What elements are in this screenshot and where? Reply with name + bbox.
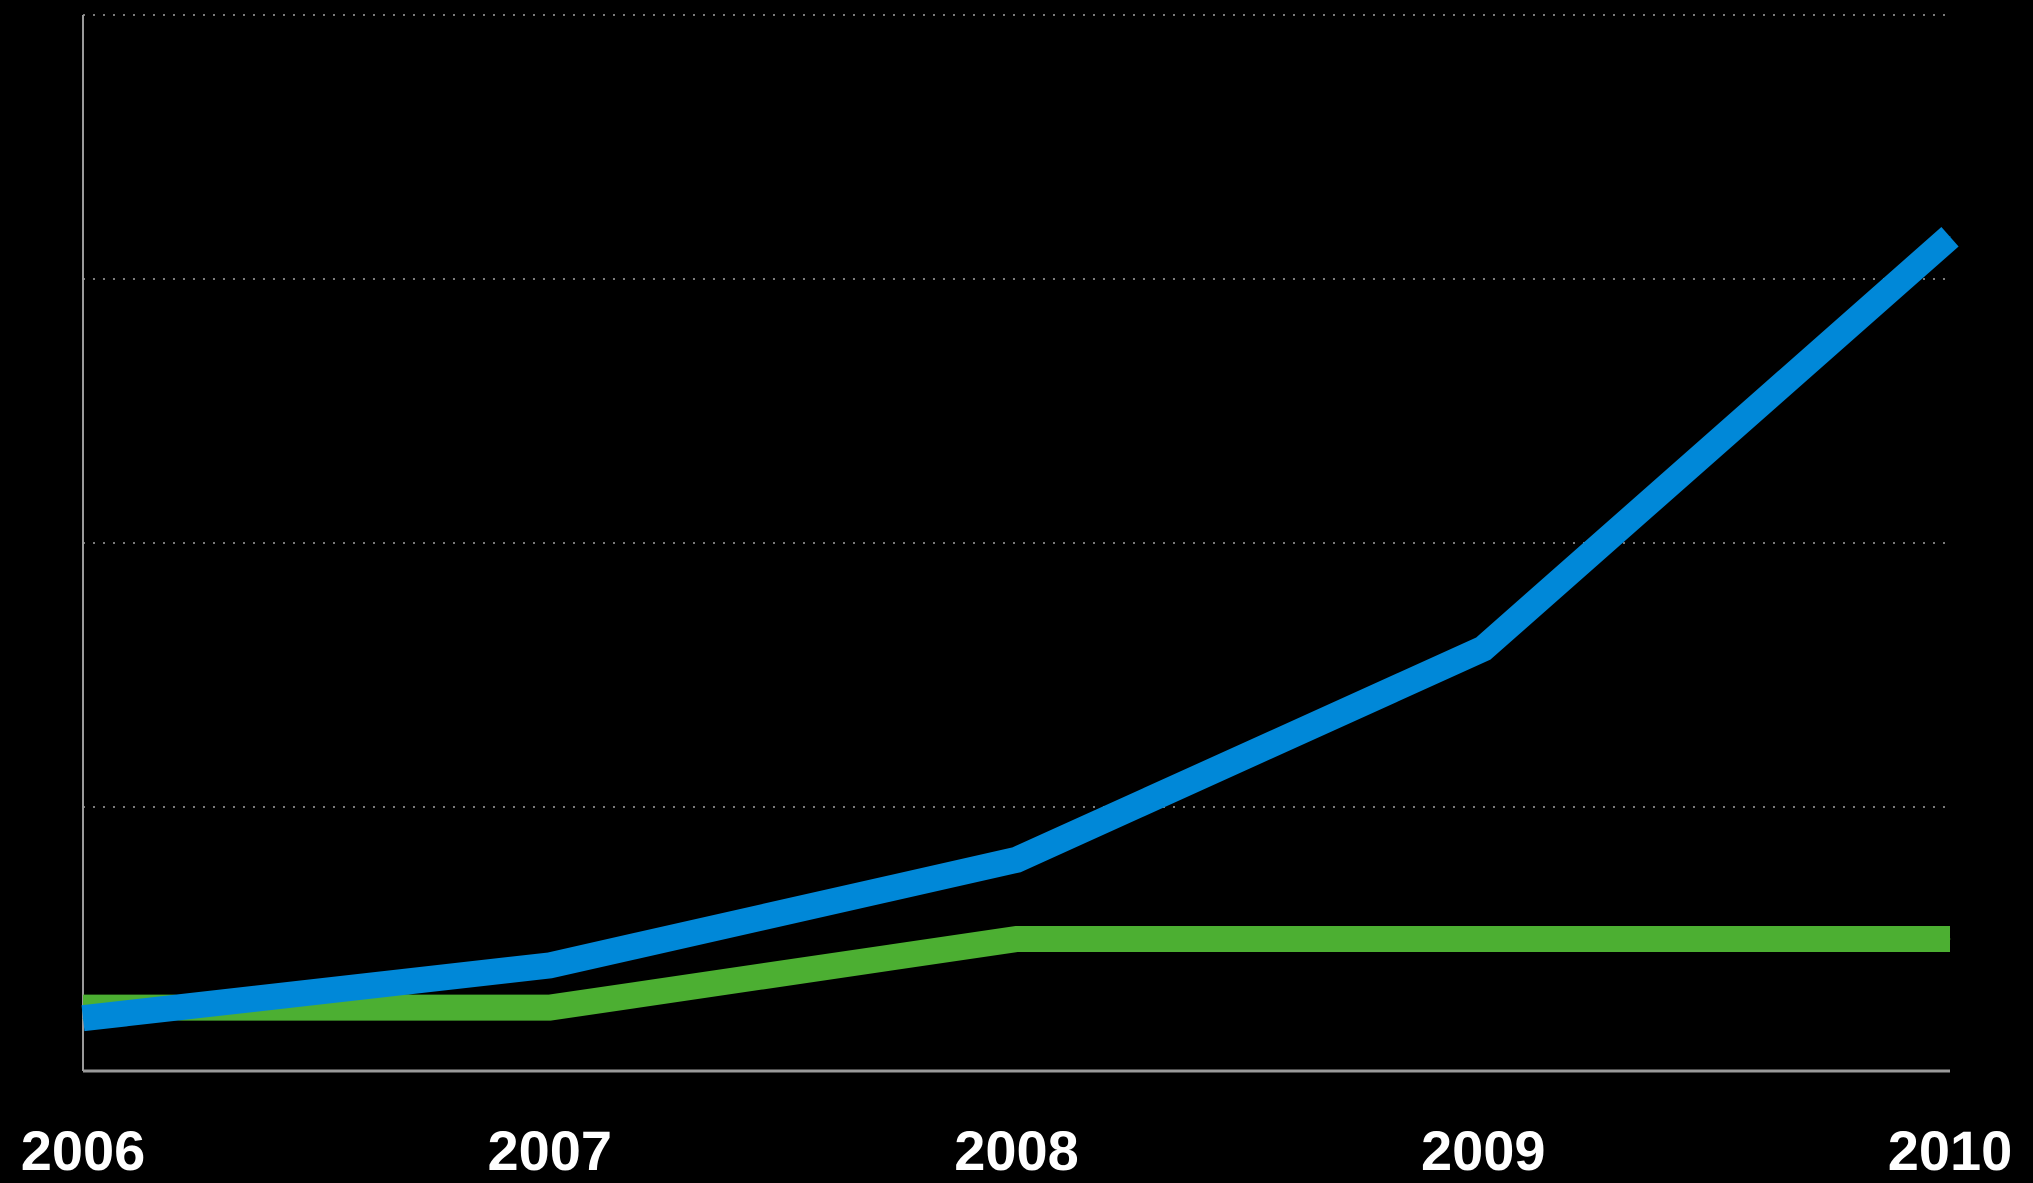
series-0-point-2007 — [549, 964, 551, 966]
x-tick-labels: 2006 2007 2008 2009 2010 — [21, 1119, 2013, 1182]
series-0-point-2006 — [82, 1017, 84, 1019]
axes — [82, 15, 1950, 1073]
x-tick-label-2009: 2009 — [1421, 1119, 1546, 1182]
series-1-point-2009 — [1482, 938, 1484, 940]
series-1-point-2008 — [1016, 938, 1017, 940]
series-lines — [81, 227, 1959, 1032]
series-0-point-2010 — [1949, 236, 1951, 238]
series-line-0 — [81, 227, 1959, 1032]
series-0-point-2009 — [1482, 648, 1484, 650]
series-1-point-2010 — [1949, 938, 1951, 940]
x-tick-label-2008: 2008 — [954, 1119, 1079, 1182]
series-0-point-2008 — [1016, 859, 1017, 861]
grid-lines — [83, 14, 1945, 808]
series-1-point-2007 — [549, 1007, 551, 1009]
x-tick-label-2010: 2010 — [1888, 1119, 2013, 1182]
x-tick-label-2007: 2007 — [487, 1119, 612, 1182]
x-tick-label-2006: 2006 — [21, 1119, 146, 1182]
